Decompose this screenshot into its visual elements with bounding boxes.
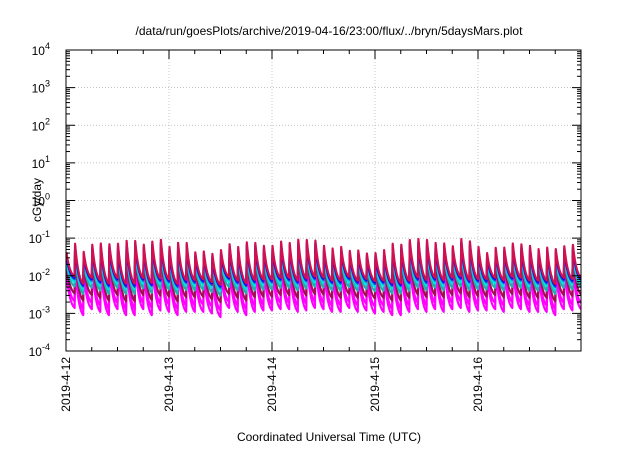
y-tick-label: 10-2	[29, 267, 50, 284]
x-tick-label: 2019-4-13	[162, 357, 176, 412]
ticks: 10-4 10-3 10-2 10-1 100 101 102 103 104 2019-4-12…	[29, 41, 581, 412]
series-line-8	[65, 237, 582, 286]
y-tick-label: 10-4	[29, 342, 50, 359]
chart-title: /data/run/goesPlots/archive/2019-04-16/2…	[136, 24, 524, 38]
x-tick-label: 2019-4-16	[471, 357, 485, 412]
y-tick-label: 10-3	[29, 304, 50, 321]
y-tick-label: 101	[32, 154, 50, 171]
x-tick-label: 2019-4-14	[265, 357, 279, 412]
series-layer	[65, 237, 582, 319]
y-tick-label: 103	[32, 79, 50, 96]
y-tick-label: 10-1	[29, 229, 50, 246]
y-tick-label: 104	[32, 41, 50, 58]
x-tick-label: 2019-4-15	[368, 357, 382, 412]
y-tick-label: 100	[32, 192, 50, 209]
y-axis-label: cGy/day	[30, 178, 44, 222]
x-axis-label: Coordinated Universal Time (UTC)	[237, 430, 421, 444]
y-tick-label: 102	[32, 116, 50, 133]
x-tick-label: 2019-4-12	[59, 357, 73, 412]
